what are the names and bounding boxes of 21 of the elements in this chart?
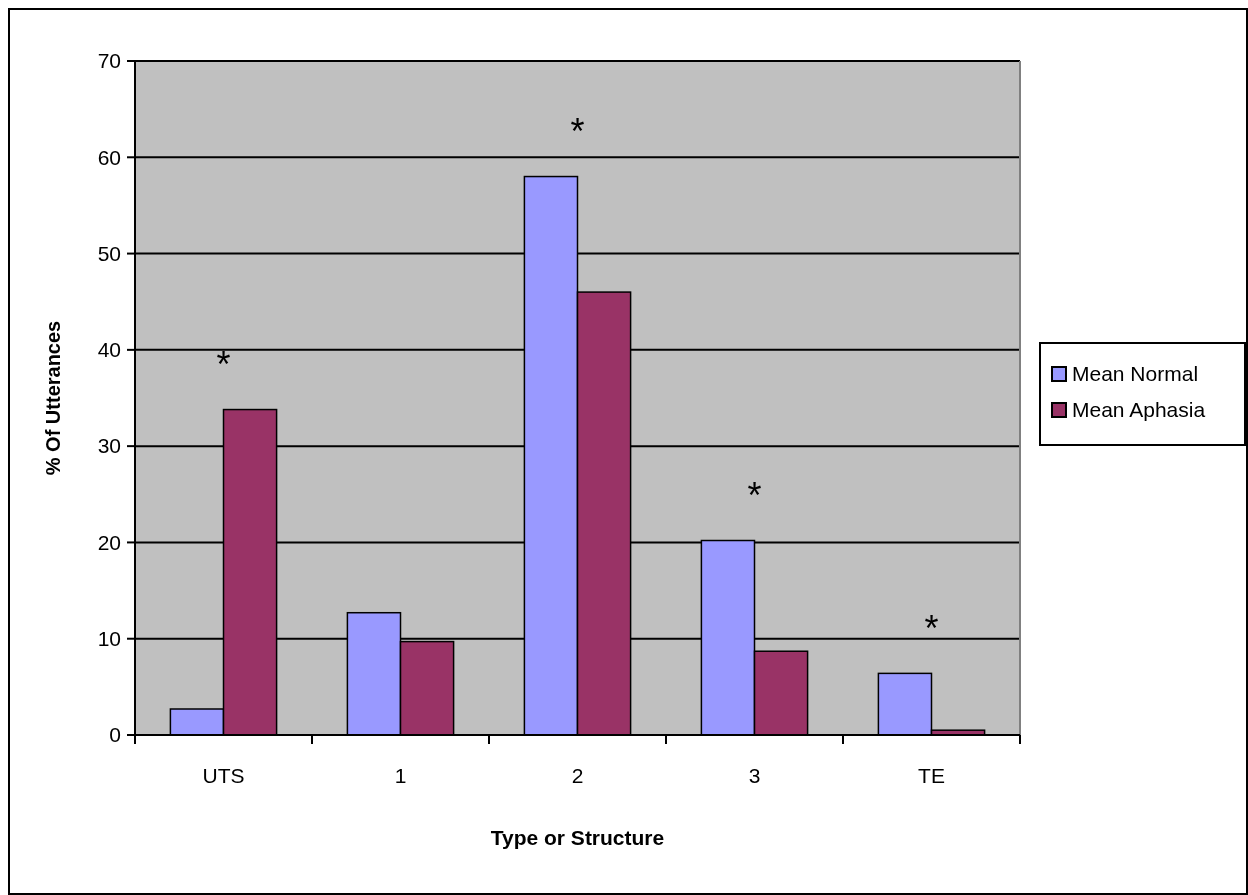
x-axis-title: Type or Structure — [490, 826, 665, 849]
y-tick-label: 50 — [97, 241, 121, 265]
legend-label: Mean Normal — [1072, 362, 1199, 386]
annotation: * — [570, 110, 585, 152]
x-tick-label: 2 — [571, 764, 584, 787]
y-tick-label: 20 — [97, 530, 121, 554]
y-tick-label: 60 — [97, 145, 121, 169]
annotation: * — [216, 343, 231, 385]
y-tick-label: 10 — [97, 627, 121, 651]
y-tick-label: 40 — [97, 338, 121, 362]
y-tick-label: 0 — [109, 723, 121, 747]
y-axis-title: % Of Utterances — [42, 320, 64, 476]
y-tick-label: 70 — [97, 49, 121, 73]
annotation: * — [747, 474, 762, 516]
annotation: * — [924, 607, 939, 649]
x-tick-label: 3 — [748, 764, 761, 787]
x-tick-label: 1 — [394, 764, 407, 787]
x-tick-label: TE — [918, 764, 945, 787]
legend-label: Mean Aphasia — [1072, 398, 1206, 422]
y-tick-label: 30 — [97, 434, 121, 458]
x-tick-label: UTS — [202, 764, 245, 787]
